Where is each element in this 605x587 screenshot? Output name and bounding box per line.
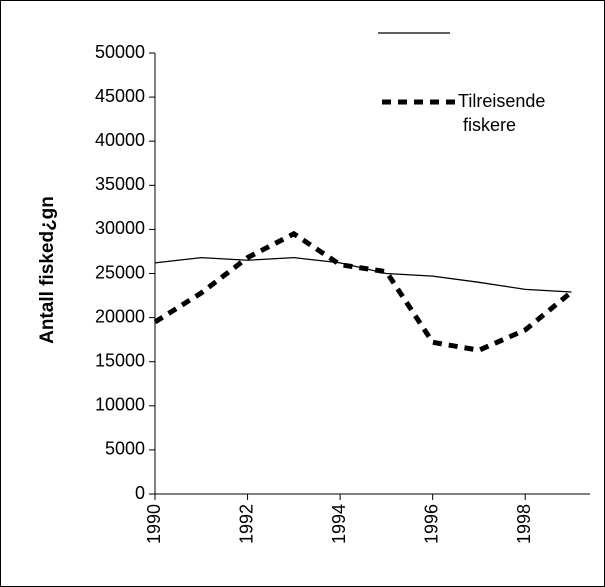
- y-tick-label: 40000: [95, 130, 145, 150]
- y-tick-label: 0: [135, 483, 145, 503]
- y-axis-label: Antall fisked¿gn: [37, 196, 58, 344]
- x-tick-label: 1990: [144, 504, 164, 544]
- y-tick-label: 35000: [95, 174, 145, 194]
- x-tick-label: 1996: [421, 504, 441, 544]
- y-tick-label: 25000: [95, 262, 145, 282]
- x-tick-label: 1998: [514, 504, 534, 544]
- legend-label: Tilreisende fiskere: [458, 91, 545, 135]
- series-line: [153, 230, 574, 353]
- y-tick-label: 20000: [95, 306, 145, 326]
- y-tick-label: 10000: [95, 395, 145, 415]
- x-tick-label: 1994: [329, 504, 349, 544]
- x-tick-label: 1992: [236, 504, 256, 544]
- y-tick-label: 30000: [95, 218, 145, 238]
- y-tick-label: 50000: [95, 42, 145, 62]
- y-tick-label: 5000: [105, 439, 145, 459]
- y-tick-label: 45000: [95, 86, 145, 106]
- y-tick-label: 15000: [95, 350, 145, 370]
